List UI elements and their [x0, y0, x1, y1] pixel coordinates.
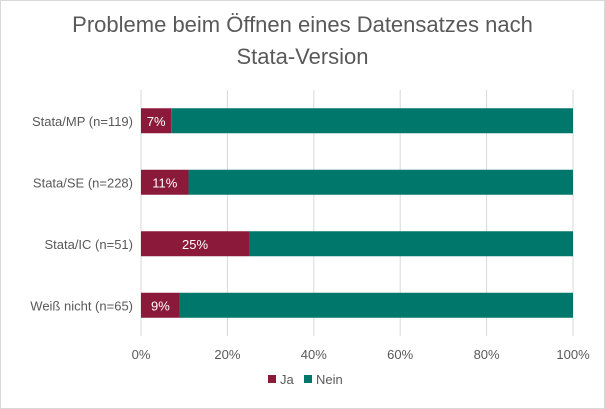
- x-tick-label: 60%: [387, 347, 413, 362]
- bar-ja: [141, 108, 172, 134]
- legend-swatch: [268, 375, 276, 383]
- bar-nein: [188, 169, 573, 195]
- bar-ja: [141, 169, 189, 195]
- chart-title: Probleme beim Öffnen eines Datensatzes n…: [1, 9, 604, 73]
- x-tick-label: 100%: [556, 347, 590, 362]
- legend-label: Ja: [280, 372, 295, 387]
- bar-nein: [179, 292, 573, 318]
- category-label: Stata/MP (n=119): [32, 114, 133, 129]
- data-label: 7%: [147, 114, 166, 129]
- bar-ja: [141, 292, 180, 318]
- bar-nein: [249, 231, 573, 257]
- chart-title-line-1: Probleme beim Öffnen eines Datensatzes n…: [72, 12, 533, 37]
- data-label: 11%: [152, 175, 177, 190]
- data-label: 9%: [151, 298, 170, 313]
- category-label: Stata/IC (n=51): [44, 237, 133, 252]
- bar-ja: [141, 231, 249, 257]
- bar-nein: [171, 108, 574, 134]
- x-tick-label: 20%: [214, 347, 240, 362]
- x-tick-label: 80%: [474, 347, 500, 362]
- data-label: 25%: [182, 237, 208, 252]
- legend-swatch: [304, 375, 312, 383]
- legend-label: Nein: [316, 372, 343, 387]
- category-label: Weiß nicht (n=65): [30, 298, 133, 313]
- x-tick-label: 40%: [301, 347, 327, 362]
- x-tick-label: 0%: [132, 347, 151, 362]
- category-label: Stata/SE (n=228): [33, 175, 133, 190]
- chart-title-line-2: Stata-Version: [236, 44, 369, 69]
